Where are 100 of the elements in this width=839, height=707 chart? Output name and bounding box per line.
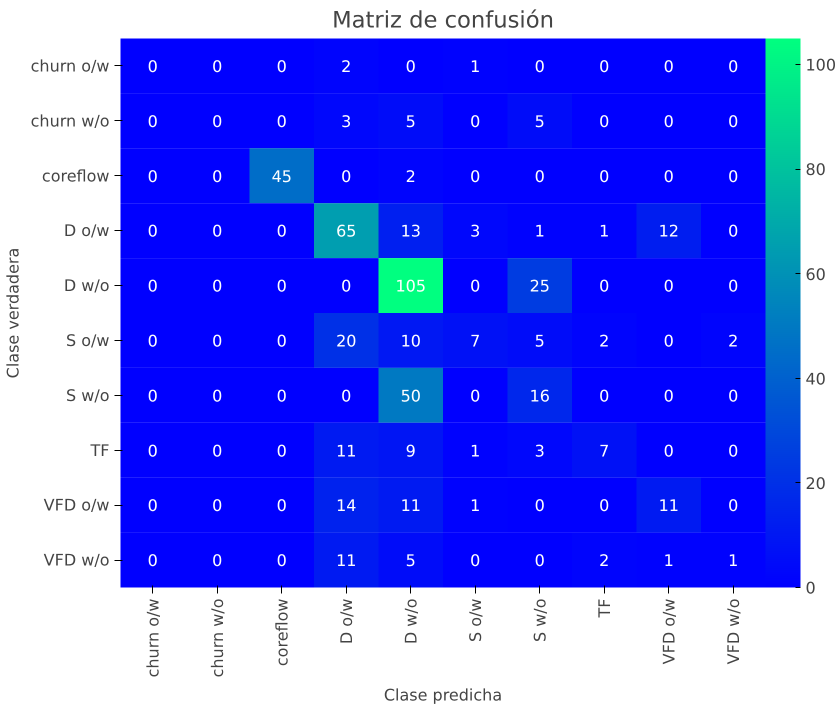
data-label: 12	[658, 222, 679, 241]
data-label: 2	[599, 331, 610, 350]
chart-title: Matriz de confusión	[332, 8, 554, 34]
y-tick-label: VFD w/o	[44, 550, 110, 570]
y-tick-label: S w/o	[66, 386, 110, 405]
data-label: 3	[341, 112, 352, 131]
data-label: 0	[664, 441, 674, 460]
data-label: 0	[276, 56, 287, 76]
data-label: 0	[276, 276, 287, 296]
data-label: 0	[276, 222, 287, 241]
data-label: 50	[400, 386, 421, 406]
data-label: 0	[664, 56, 674, 76]
data-label: 0	[148, 551, 158, 570]
x-tick-label: churn w/o	[208, 598, 227, 678]
data-label: 10	[400, 331, 421, 350]
data-label: 1	[664, 551, 674, 570]
data-label: 0	[148, 222, 158, 241]
data-label: 0	[212, 56, 222, 76]
data-label: 13	[400, 222, 421, 241]
x-tick-label: S o/w	[466, 598, 485, 642]
data-label: 0	[534, 551, 545, 570]
data-label: 0	[599, 496, 610, 516]
color-bar-label: 100	[806, 56, 836, 75]
data-label: 0	[212, 496, 222, 516]
data-label: 5	[534, 331, 545, 350]
data-label: 0	[664, 331, 674, 350]
data-label: 7	[470, 331, 480, 350]
x-axis-title: Clase predicha	[384, 685, 502, 704]
data-label: 1	[470, 56, 480, 76]
data-label: 16	[530, 386, 550, 406]
data-label: 65	[336, 222, 356, 241]
data-label: 0	[212, 331, 222, 350]
data-label: 25	[530, 276, 550, 296]
data-label: 0	[470, 166, 480, 186]
y-tick-label: D w/o	[64, 276, 110, 296]
data-label: 7	[599, 441, 610, 460]
data-label: 11	[336, 551, 356, 570]
data-label: 0	[728, 276, 738, 296]
y-axis-title: Clase verdadera	[4, 248, 23, 378]
data-label: 45	[272, 166, 292, 186]
data-label: 0	[148, 386, 158, 406]
data-label: 0	[212, 551, 222, 570]
data-label: 0	[212, 276, 222, 296]
data-label: 0	[470, 551, 480, 570]
data-label: 0	[276, 551, 287, 570]
data-label: 0	[148, 112, 158, 131]
data-label: 0	[534, 166, 545, 186]
data-label: 2	[599, 551, 610, 570]
data-label: 0	[212, 222, 222, 241]
data-label: 5	[534, 112, 545, 131]
data-label: 0	[148, 276, 158, 296]
data-label: 0	[599, 386, 610, 406]
color-bar-label: 40	[806, 369, 826, 388]
x-tick-label: D o/w	[336, 598, 356, 644]
data-label: 0	[148, 331, 158, 350]
data-label: 5	[406, 551, 416, 570]
color-bar-label: 20	[806, 474, 826, 493]
data-label: 2	[728, 331, 738, 350]
data-label: 0	[148, 441, 158, 460]
color-bar-label: 0	[806, 578, 816, 598]
data-label: 0	[534, 496, 545, 516]
data-label: 0	[470, 112, 480, 131]
data-label: 0	[341, 386, 352, 406]
data-label: 0	[212, 386, 222, 406]
data-label: 0	[728, 222, 738, 241]
data-label: 0	[212, 112, 222, 131]
data-label: 0	[406, 56, 416, 76]
y-tick-label: coreflow	[42, 166, 110, 186]
data-label: 0	[728, 166, 738, 186]
x-tick-label: coreflow	[272, 598, 292, 666]
data-label: 0	[276, 331, 287, 350]
data-label: 0	[599, 112, 610, 131]
y-tick-label: D o/w	[64, 221, 110, 240]
data-label: 5	[406, 112, 416, 131]
x-tick-label: S w/o	[530, 598, 550, 642]
x-tick-label: D w/o	[401, 598, 420, 644]
data-label: 9	[406, 441, 416, 460]
data-label: 0	[664, 276, 674, 296]
data-label: 0	[599, 166, 610, 186]
data-label: 0	[599, 276, 610, 296]
data-label: 0	[728, 112, 738, 131]
x-tick-label: TF	[594, 598, 614, 618]
x-tick-label: VFD o/w	[659, 598, 678, 664]
x-tick-label: VFD w/o	[724, 598, 743, 664]
color-bar-label: 80	[806, 160, 826, 180]
data-label: 3	[470, 222, 480, 241]
y-tick-label: churn w/o	[30, 111, 110, 130]
data-label: 0	[599, 56, 610, 76]
data-label: 11	[400, 496, 421, 516]
data-label: 0	[664, 112, 674, 131]
data-label: 0	[728, 441, 738, 460]
y-tick-label: churn o/w	[30, 56, 110, 76]
data-label: 0	[148, 56, 158, 76]
y-tick-label: TF	[90, 440, 110, 460]
data-label: 1	[470, 441, 480, 460]
y-tick-label: VFD o/w	[44, 496, 110, 515]
data-label: 0	[276, 386, 287, 406]
data-label: 0	[664, 166, 674, 186]
data-label: 20	[336, 331, 356, 350]
data-label: 2	[341, 56, 352, 76]
